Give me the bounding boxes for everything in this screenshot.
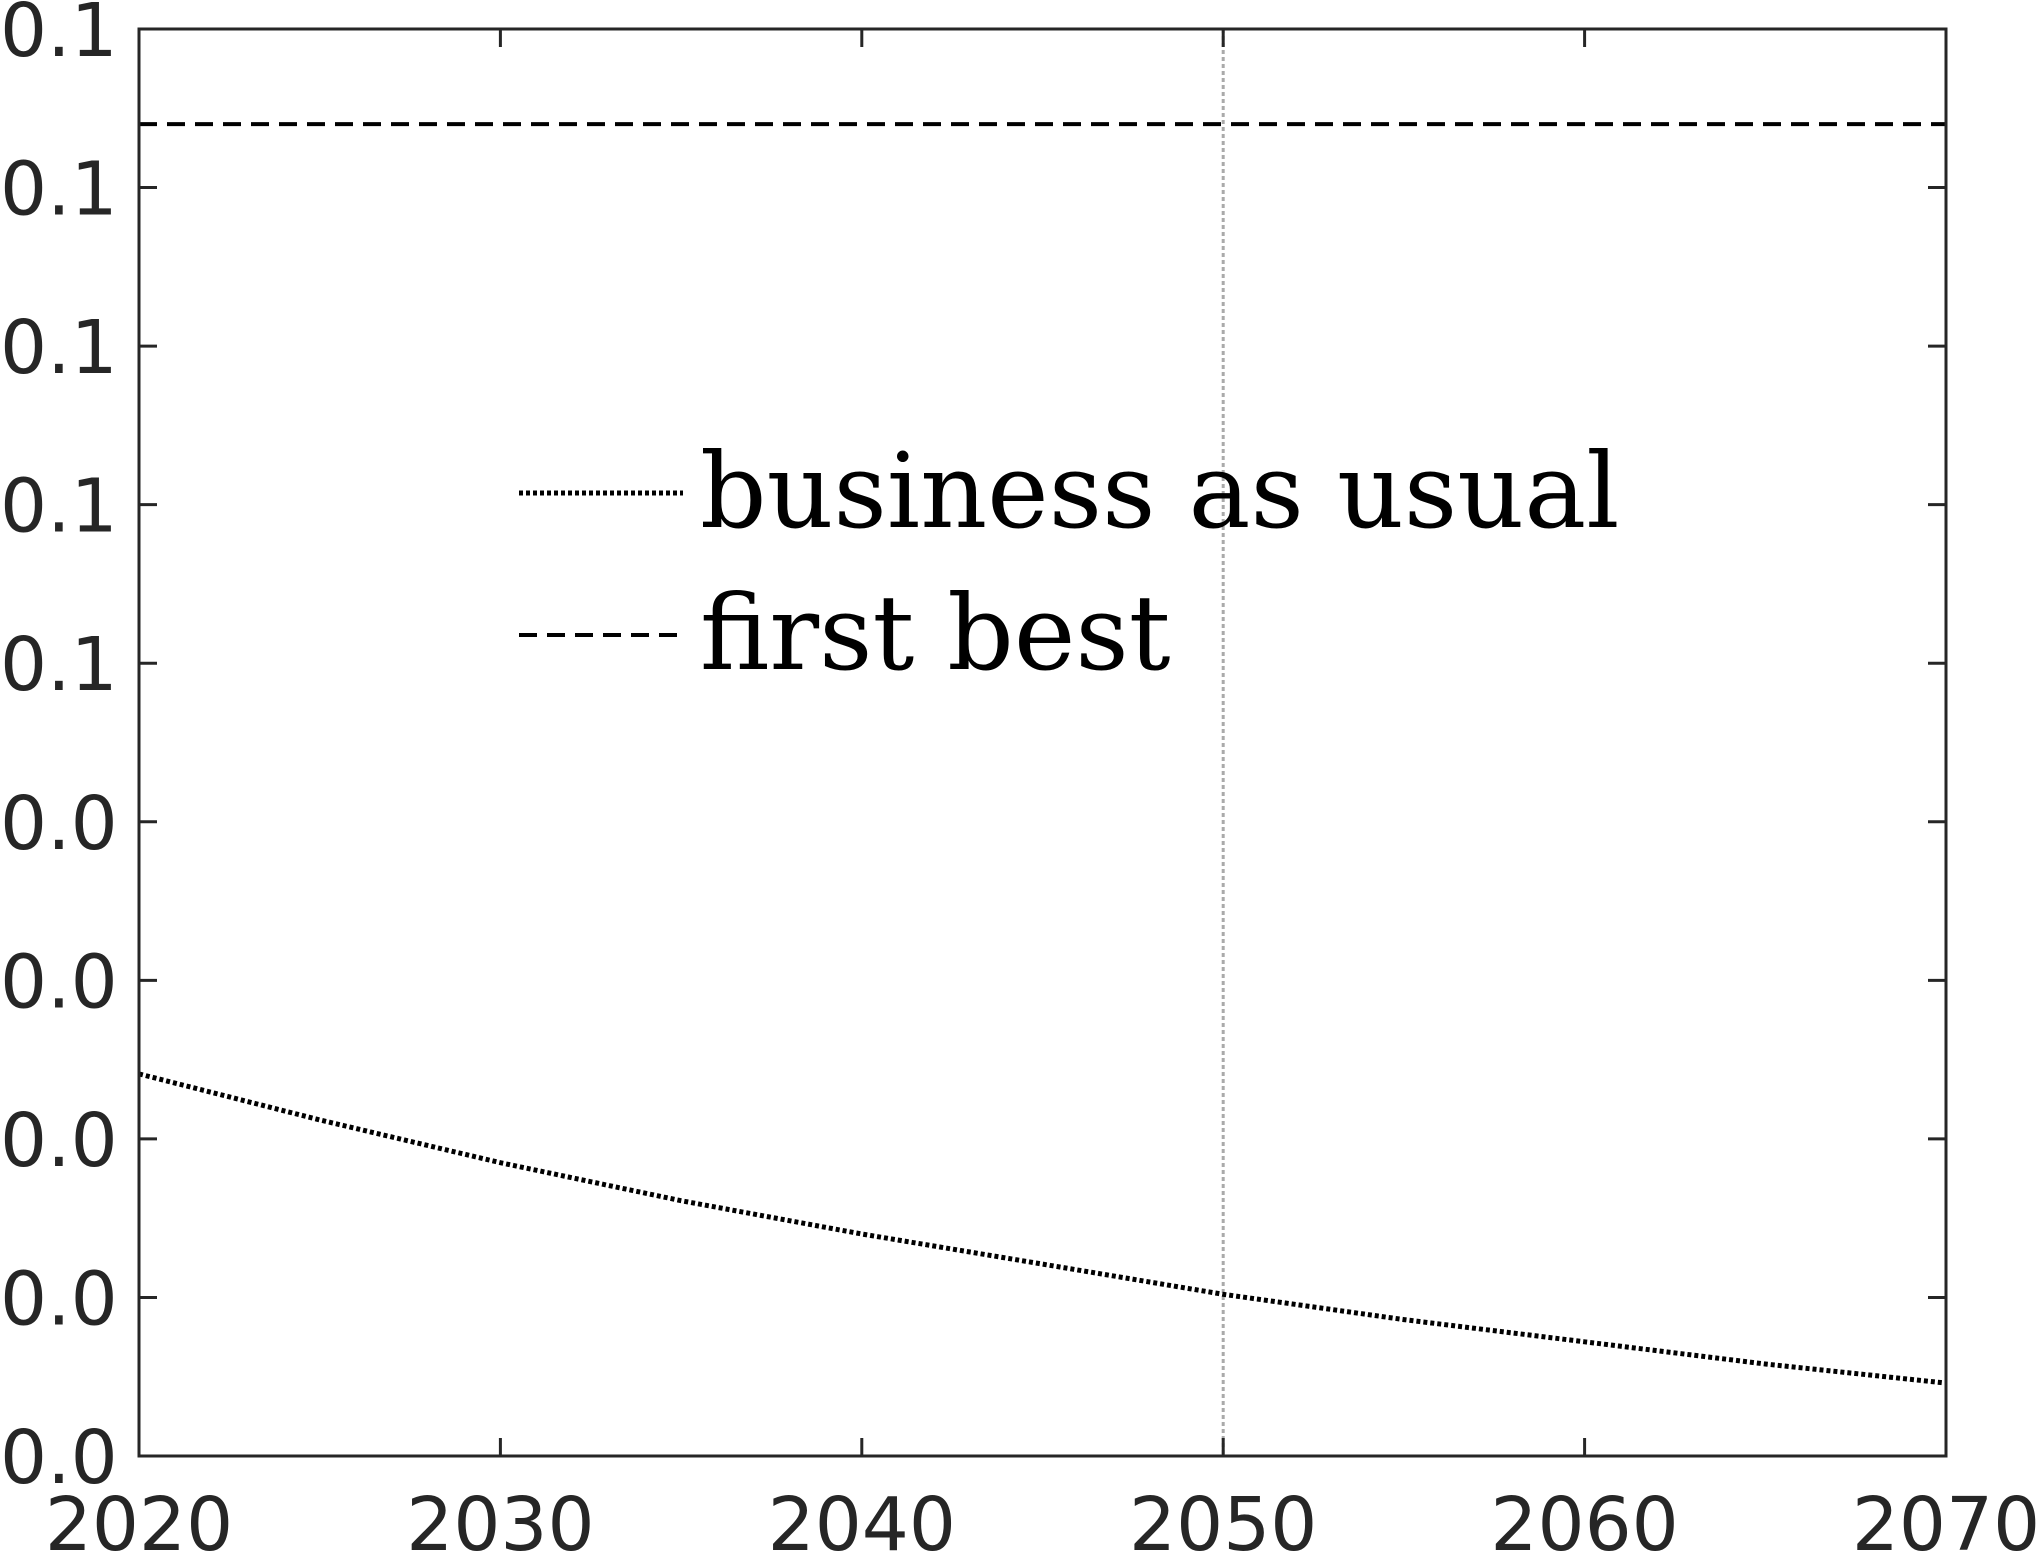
- y-tick-label: 0.0: [0, 939, 118, 1025]
- y-tick-label: 0.0: [0, 1256, 118, 1342]
- x-tick-label: 2060: [1490, 1482, 1678, 1554]
- x-tick-label: 2040: [768, 1482, 956, 1554]
- y-tick-label: 0.1: [0, 305, 118, 391]
- y-tick-label: 0.1: [0, 464, 118, 550]
- series-line-business-as-usual: [138, 1071, 1947, 1386]
- x-tick-label: 2020: [45, 1482, 233, 1554]
- y-tick-label: 0.1: [0, 622, 118, 708]
- y-tick-label: 0.1: [0, 0, 118, 74]
- y-tick-label: 0.0: [0, 1415, 118, 1501]
- y-tick-label: 0.1: [0, 147, 118, 233]
- x-tick-label: 2050: [1129, 1482, 1317, 1554]
- plot-frame: [137, 27, 1948, 1458]
- x-tick-label: 2030: [406, 1482, 594, 1554]
- legend-label: first best: [700, 572, 1171, 694]
- plot-area: [138, 29, 1947, 1456]
- legend-label: business as usual: [700, 430, 1620, 552]
- y-tick-label: 0.0: [0, 781, 118, 867]
- y-tick-label: 0.0: [0, 1098, 118, 1184]
- x-tick-label: 2070: [1852, 1482, 2036, 1554]
- legend: business as usual first best: [519, 430, 1620, 694]
